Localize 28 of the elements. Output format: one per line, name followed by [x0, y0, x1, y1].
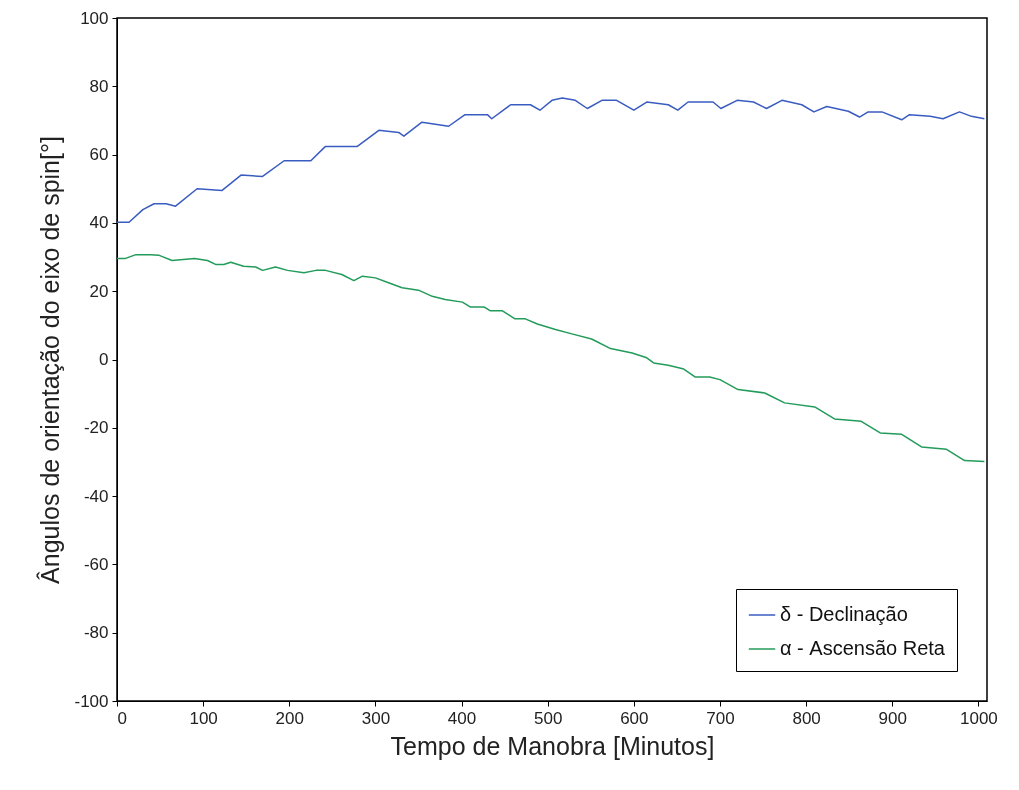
x-tick-label: 0	[117, 708, 127, 728]
legend-label: α - Ascensão Reta	[780, 637, 946, 659]
x-axis-title: Tempo de Manobra [Minutos]	[390, 731, 715, 760]
x-tick-label: 300	[361, 708, 391, 728]
x-tick-label: 1000	[959, 708, 998, 728]
x-tick-label: 200	[275, 708, 304, 728]
y-tick-label: 0	[99, 350, 109, 369]
legend-label: δ - Declinação	[780, 603, 908, 625]
y-tick-label: -20	[83, 418, 109, 438]
y-tick-label: 80	[89, 76, 109, 96]
x-tick-label: 400	[447, 708, 477, 728]
y-tick-label: 20	[89, 281, 109, 301]
x-tick-label: 900	[878, 708, 907, 728]
x-tick-label: 800	[792, 708, 821, 728]
line-series	[116, 97, 986, 223]
y-tick-label: 60	[89, 145, 109, 165]
x-tick-label: 500	[534, 708, 563, 728]
y-tick-label: -100	[74, 691, 109, 711]
x-tick-label: 100	[189, 708, 218, 728]
y-tick-label: -80	[83, 623, 109, 643]
line-series	[116, 253, 986, 463]
y-tick-label: -40	[83, 486, 109, 506]
x-tick-label: 600	[620, 708, 649, 728]
y-axis-title: Ângulos de orientação do eixo de spin[°]	[36, 136, 65, 584]
y-tick-label: -60	[83, 554, 109, 574]
y-tick-label: 100	[80, 8, 109, 28]
x-tick-label: 700	[706, 708, 735, 728]
y-tick-label: 40	[89, 213, 109, 233]
